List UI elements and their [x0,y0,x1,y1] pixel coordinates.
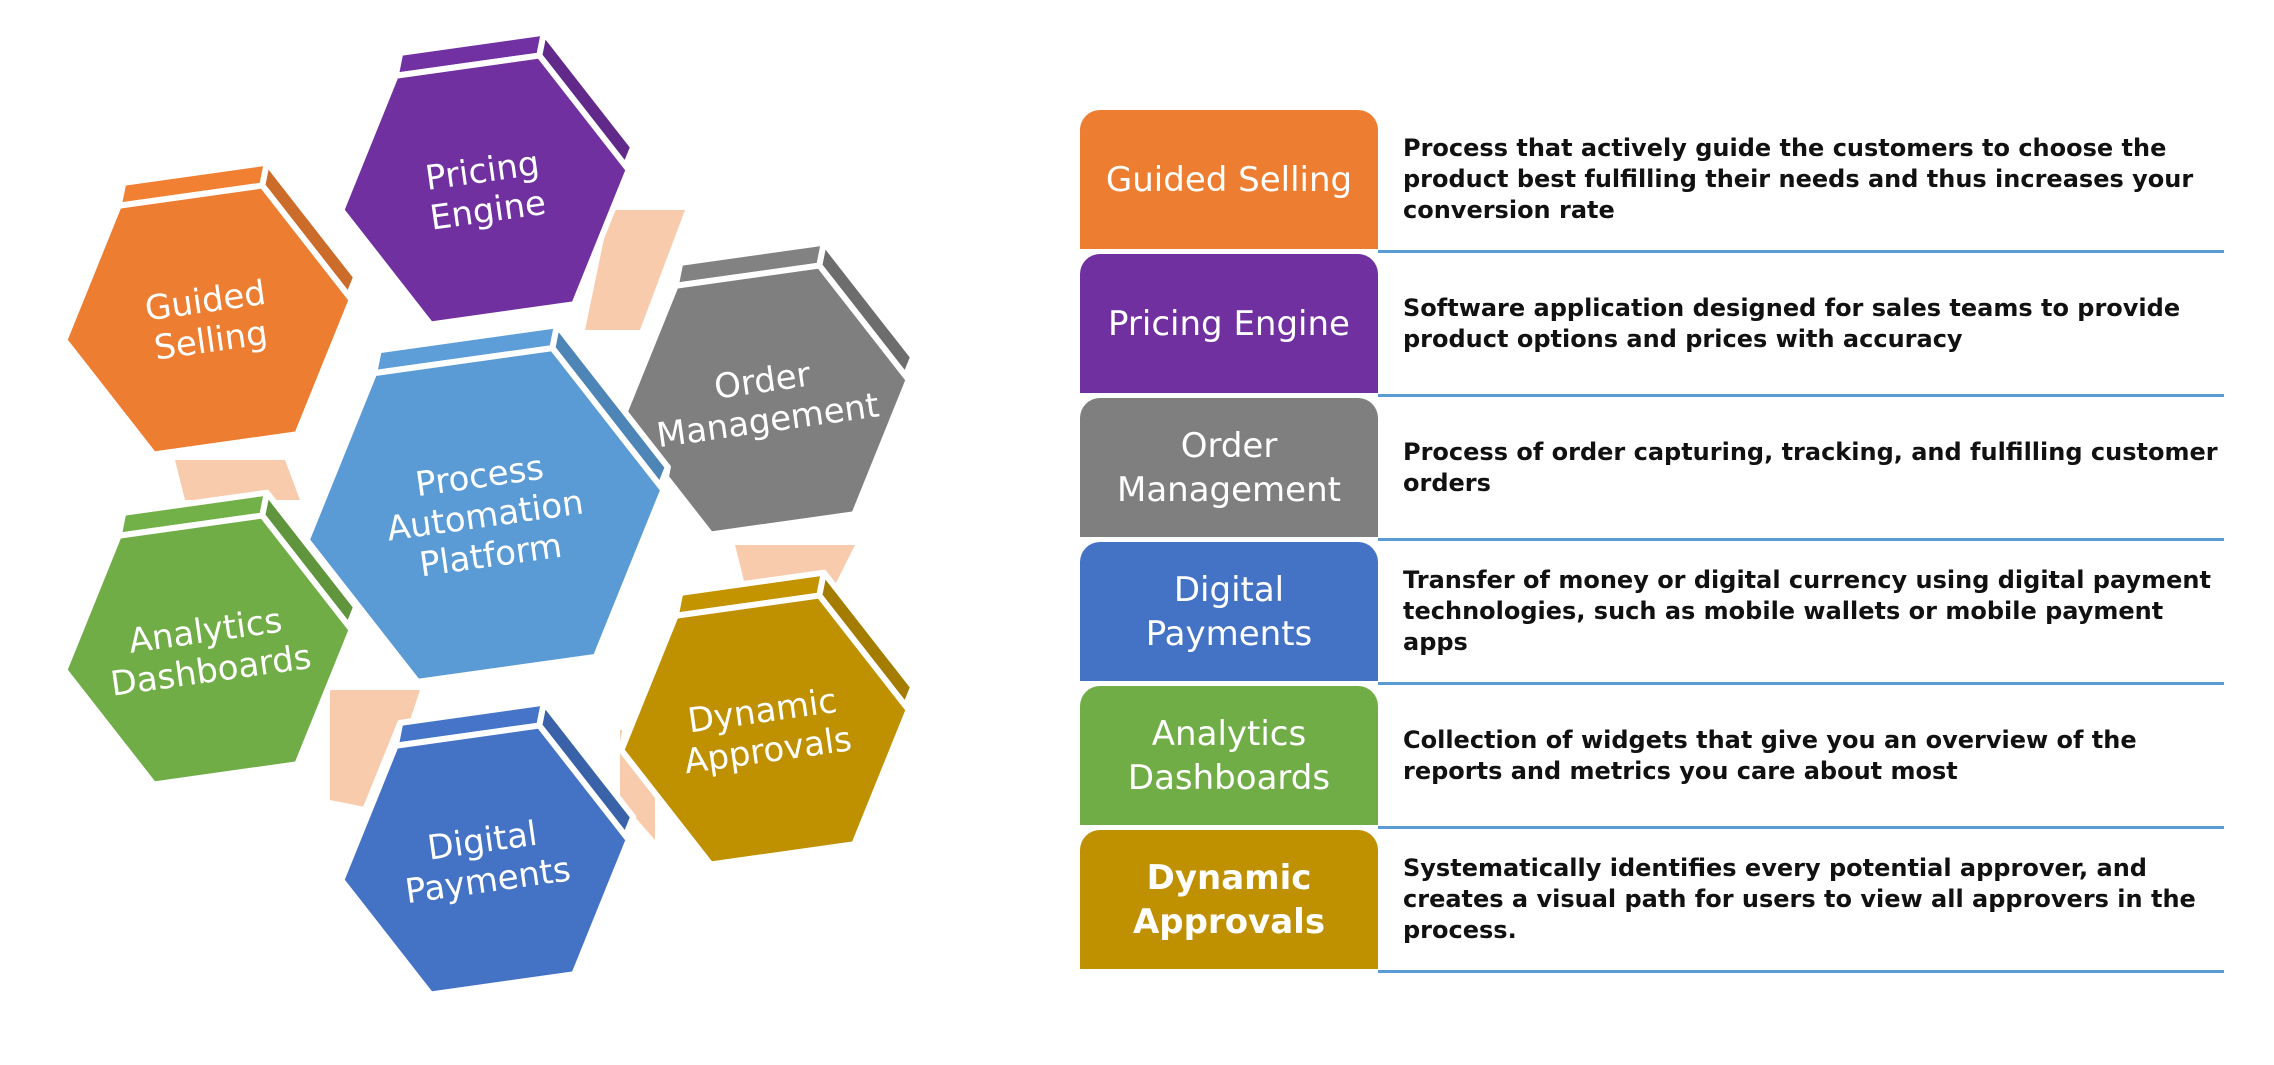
legend-row: Digital Payments Transfer of money or digi… [1080,542,2230,688]
legend-divider [1378,970,2224,973]
legend-category-label: Pricing Engine [1108,303,1350,344]
legend-category-label: Management [1117,469,1341,510]
legend-description: Process that actively guide the customer… [1403,110,2223,249]
legend-category-label: Digital [1173,569,1285,610]
legend-description-text: Software application designed for sales … [1403,293,2181,353]
legend-category-label: Payments [1145,613,1313,654]
legend-divider [1378,538,2224,541]
legend-category-label: Dashboards [1127,757,1331,798]
legend-description: Transfer of money or digital currency us… [1403,542,2223,681]
hex-connector [175,460,300,500]
legend-category-tab: Order Management [1080,398,1378,537]
legend-row: Pricing Engine Software application desig… [1080,254,2230,400]
hex-connector [330,690,420,810]
hex-face [618,592,912,868]
legend-description: Process of order capturing, tracking, an… [1403,398,2223,537]
legend-description-text: Process of order capturing, tracking, an… [1403,437,2218,497]
legend-category-label: Guided Selling [1105,159,1353,200]
legend-description: Software application designed for sales … [1403,254,2223,393]
legend-row: Guided Selling Process that actively guid… [1080,110,2230,256]
legend-description: Collection of widgets that give you an o… [1403,686,2223,825]
legend-divider [1378,394,2224,397]
legend-category-tab: Digital Payments [1080,542,1378,681]
legend-category-tab: Guided Selling [1080,110,1378,249]
legend-category-label: Approvals [1132,901,1326,942]
legend-description-text: Collection of widgets that give you an o… [1403,725,2137,785]
legend-description-text: Process that actively guide the customer… [1403,134,2194,224]
legend-divider [1378,250,2224,253]
hex-face [338,52,632,328]
hex-connector [585,210,685,330]
hex-diagram: GuidedSellingPricingEngineOrderManagemen… [61,29,917,998]
hex-face [61,182,355,458]
hex-face [61,512,355,788]
legend-description-text: Transfer of money or digital currency us… [1403,566,2211,656]
hex-face [338,722,632,998]
legend-category-label: Dynamic [1146,857,1312,898]
legend-row: Order Management Process of order capturin… [1080,398,2230,544]
legend-category-label: Order [1180,425,1278,466]
legend-category-label: Analytics [1151,713,1307,754]
legend-row: Dynamic Approvals Systematically identifie… [1080,830,2230,976]
legend-divider [1378,826,2224,829]
legend-category-tab: Pricing Engine [1080,254,1378,393]
legend-description: Systematically identifies every potentia… [1403,830,2223,969]
legend-row: Analytics Dashboards Collection of widgets… [1080,686,2230,832]
legend-description-text: Systematically identifies every potentia… [1403,854,2196,944]
legend-divider [1378,682,2224,685]
legend-category-tab: Dynamic Approvals [1080,830,1378,969]
legend-category-tab: Analytics Dashboards [1080,686,1378,825]
